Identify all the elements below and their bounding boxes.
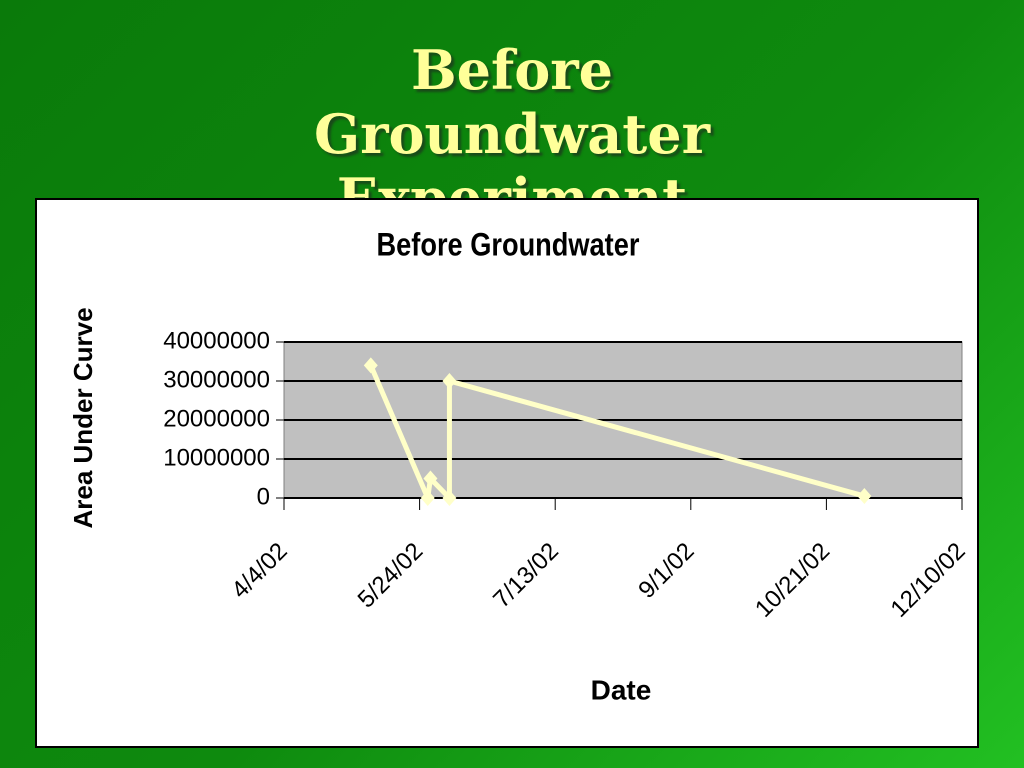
y-tick-label: 30000000 [163,366,270,393]
data-point [442,373,457,389]
y-tick-label: 0 [257,483,270,510]
chart-title: Before Groundwater [377,227,640,263]
x-axis-label: Date [591,674,652,705]
data-point [423,470,438,487]
data-point [420,490,435,506]
data-point [857,488,872,505]
y-axis-label: Area Under Curve [68,307,98,528]
y-tick-label: 10000000 [163,444,270,471]
data-point [363,357,378,374]
series-line [368,364,866,501]
data-point [442,490,457,506]
y-tick-label: 20000000 [163,405,270,432]
y-tick-label: 40000000 [163,327,270,354]
